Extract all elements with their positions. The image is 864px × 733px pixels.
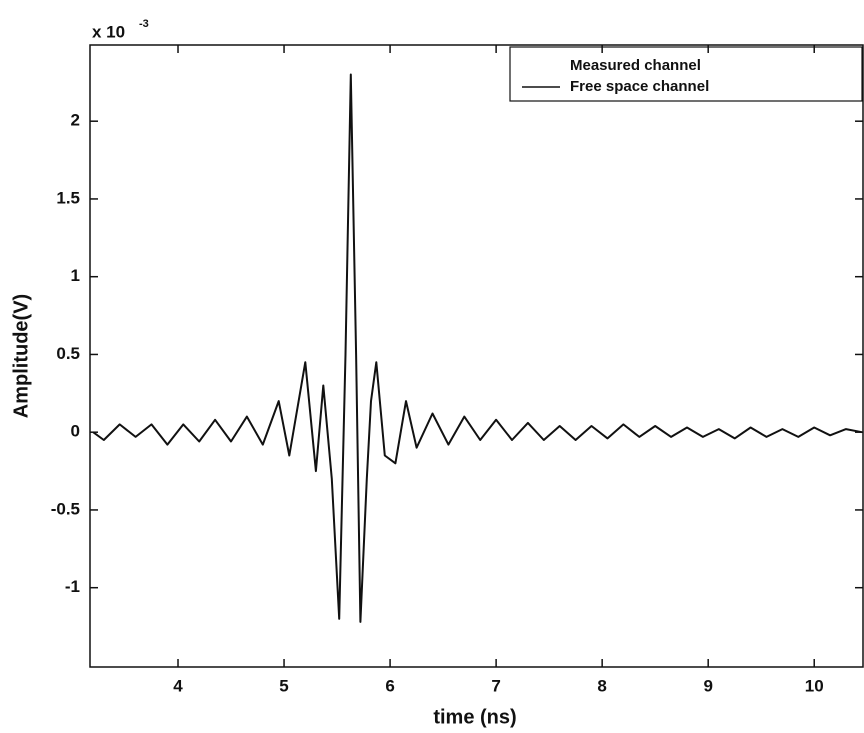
legend-box xyxy=(509,46,863,102)
plot-frame xyxy=(89,44,864,668)
series-line xyxy=(92,73,863,623)
legend-label: Measured channel xyxy=(570,57,701,74)
y-tick-label: 0 xyxy=(71,422,80,441)
y-multiplier: x 10 xyxy=(92,22,125,41)
x-tick-label: 8 xyxy=(597,676,606,695)
y-tick-label: -0.5 xyxy=(51,499,80,518)
legend-label: Free space channel xyxy=(570,78,709,95)
y-tick-label: 0.5 xyxy=(56,344,80,363)
x-tick-label: 7 xyxy=(491,676,500,695)
x-tick-label: 9 xyxy=(703,676,712,695)
x-tick-label: 5 xyxy=(279,676,288,695)
y-tick-label: 1.5 xyxy=(56,188,80,207)
y-tick-label: 2 xyxy=(71,111,80,130)
x-tick-label: 4 xyxy=(173,676,183,695)
y-multiplier-exponent: -3 xyxy=(139,18,149,30)
x-tick-label: 10 xyxy=(805,676,824,695)
x-axis-label: time (ns) xyxy=(433,706,516,728)
legend xyxy=(509,46,863,102)
y-tick-label: 1 xyxy=(71,266,80,285)
y-tick-label: -1 xyxy=(65,577,80,596)
y-axis-label: Amplitude(V) xyxy=(10,294,32,418)
x-tick-label: 6 xyxy=(385,676,394,695)
